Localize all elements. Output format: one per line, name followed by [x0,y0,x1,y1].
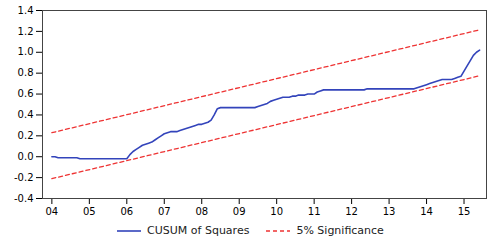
svg-text:0.0: 0.0 [18,151,34,162]
svg-text:14: 14 [420,206,433,217]
svg-text:0.8: 0.8 [18,67,34,78]
svg-text:1.0: 1.0 [18,46,34,57]
svg-text:12: 12 [345,206,358,217]
svg-text:06: 06 [120,206,133,217]
svg-text:11: 11 [308,206,321,217]
svg-text:05: 05 [83,206,96,217]
svg-text:15: 15 [458,206,471,217]
svg-text:09: 09 [233,206,246,217]
svg-text:-0.4: -0.4 [14,193,34,204]
html-text:5% Significance: 5% Significance [296,224,384,237]
html-text:CUSUM of Squares: CUSUM of Squares [147,224,250,237]
svg-text:13: 13 [383,206,396,217]
svg-text:0.2: 0.2 [18,130,34,141]
svg-text:0.6: 0.6 [18,88,34,99]
svg-text:-0.2: -0.2 [14,172,34,183]
svg-text:04: 04 [45,206,58,217]
svg-text:08: 08 [195,206,208,217]
svg-text:07: 07 [158,206,171,217]
svg-text:1.4: 1.4 [18,5,34,16]
svg-text:10: 10 [270,206,283,217]
svg-text:0.4: 0.4 [18,109,34,120]
svg-text:1.2: 1.2 [18,26,34,37]
